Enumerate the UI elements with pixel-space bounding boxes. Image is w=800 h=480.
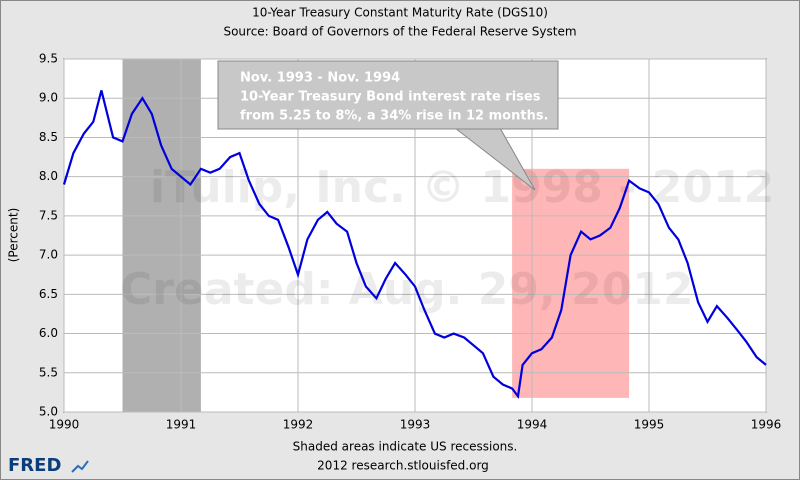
logo: FRED	[8, 455, 61, 476]
annotation: 10-Year Treasury Bond interest rate rise…	[240, 90, 541, 105]
x-tick-label: 1992	[283, 418, 314, 432]
recession-band	[122, 59, 201, 412]
y-tick-label: 5.0	[39, 405, 58, 419]
x-tick-label: 1996	[751, 418, 782, 432]
y-tick-label: 8.0	[39, 169, 58, 183]
footnote: Shaded areas indicate US recessions.	[293, 440, 518, 454]
watermark: iTulip, Inc. © 1998 - 2012	[150, 162, 774, 213]
x-tick-label: 1994	[517, 418, 548, 432]
y-tick-label: 5.5	[39, 365, 58, 379]
y-axis-label: (Percent)	[7, 208, 21, 263]
y-tick-label: 9.0	[39, 91, 58, 105]
x-tick-label: 1991	[166, 418, 197, 432]
x-tick-label: 1995	[634, 418, 665, 432]
y-tick-label: 6.5	[39, 287, 58, 301]
annotation: from 5.25 to 8%, a 34% rise in 12 months…	[240, 109, 549, 124]
y-tick-label: 8.5	[39, 130, 58, 144]
callout-box	[217, 60, 559, 130]
data-line	[62, 90, 767, 400]
y-tick-label: 7.5	[39, 208, 58, 222]
logo-icon	[71, 460, 89, 473]
y-tick-label: 7.0	[39, 248, 58, 262]
y-tick-label: 9.5	[39, 52, 58, 66]
y-tick-label: 6.0	[39, 326, 58, 340]
x-tick-label: 1993	[400, 418, 431, 432]
credit: 2012 research.stlouisfed.org	[317, 459, 489, 473]
x-tick-label: 1990	[49, 418, 80, 432]
watermark: Created: Aug. 29, 2012	[120, 264, 693, 315]
chart-subtitle: Source: Board of Governors of the Federa…	[223, 25, 576, 39]
chart-title: 10-Year Treasury Constant Maturity Rate …	[252, 6, 548, 20]
annotation: Nov. 1993 - Nov. 1994	[240, 71, 400, 86]
